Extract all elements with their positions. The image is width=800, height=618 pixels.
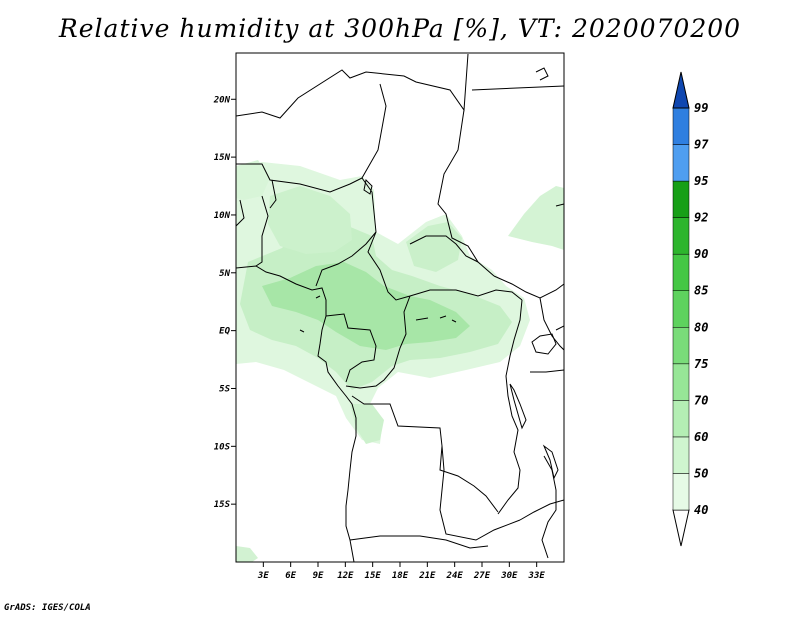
colorbar-label: 85 [694,284,708,298]
longitude-ticks: 3E 6E 9E 12E 15E 18E 21E 24E 27E 30E 33E [257,562,545,581]
lat-tick-label: 10N [214,211,231,221]
colorbar-label: 80 [694,320,708,334]
map-title: Relative humidity at 300hPa [%], VT: 202… [58,14,742,43]
coastline-gulf-of-guinea [236,265,357,562]
humidity-patch-sahel [236,160,270,200]
boundary-benin-togo [255,195,269,267]
grads-credit: GrADS: IGES/COLA [4,603,91,613]
lon-tick-label: 21E [418,571,436,581]
boundary-mali-niger [236,163,363,193]
humidity-patch-angola-coast [350,404,384,444]
boundary-cameroon-car [367,231,411,301]
humidity-patch-core [262,262,470,350]
humidity-shading [236,160,564,562]
lon-tick-label: 18E [392,571,409,581]
latitude-ticks: 20N 15N 10N 5N EQ 5S 10S 15S [213,95,236,510]
lon-tick-label: 3E [257,571,269,581]
humidity-patch-nigeria [268,186,352,254]
boundary-burkina [269,179,277,209]
lat-tick-label: 10S [214,442,231,452]
lat-tick-label: EQ [219,327,230,337]
coastline-lake-tanganyika [509,383,527,430]
boundary-tanzania [530,369,564,373]
boundary-congo-gabon [325,313,377,383]
coastline-lake-malawi [542,444,559,480]
boundary-chad-sudan [437,109,495,277]
boundary-nigeria-east [315,231,377,287]
colorbar-segment [672,180,690,218]
boundary-angola-namibia [349,535,489,549]
colorbar-segment [672,363,690,401]
colorbar-segment [672,473,690,511]
lon-tick-label: 27E [473,571,491,581]
boundary-car-south [409,289,523,301]
colorbar-label: 92 [694,211,708,225]
lon-tick-label: 12E [337,571,354,581]
colorbar-label: 75 [694,357,708,371]
colorbar-label: 60 [694,430,708,444]
lon-tick-label: 15E [365,571,382,581]
colorbar-segment [672,144,690,182]
boundary-east-frame [555,203,564,331]
lat-tick-label: 15S [214,500,231,510]
colorbar: 40 50 60 70 75 80 85 90 92 95 97 99 [672,71,709,547]
colorbar-label: 95 [694,174,708,188]
lat-tick-label: 5N [219,269,230,279]
boundary-sahara-north [236,53,469,119]
lon-tick-label: 33E [528,571,546,581]
colorbar-segment [672,436,690,474]
coastline-nile [535,67,549,81]
boundary-angola-zambia [439,445,521,541]
lat-tick-label: 20N [213,95,231,105]
colorbar-lower-arrow [672,509,690,547]
colorbar-label: 70 [694,393,708,407]
boundary-congo-drc [345,295,411,389]
colorbar-segment [672,400,690,438]
colorbar-segment [672,107,690,145]
colorbar-upper-arrow [672,71,690,109]
colorbar-segment [672,217,690,255]
coastline-lake-chad [363,178,373,195]
colorbar-segment [672,290,690,328]
boundary-uganda-kenya [539,297,564,351]
river-blobs-congo [299,295,457,333]
humidity-patch-car [406,222,462,272]
lon-tick-label: 30E [500,571,518,581]
colorbar-label: 50 [694,466,708,480]
colorbar-segment [672,327,690,365]
boundary-zambia-malawi [519,499,564,521]
boundary-drc-east [497,299,523,515]
humidity-patch-southwest [236,546,258,562]
lat-tick-label: 5S [219,384,230,394]
lon-tick-label: 24E [446,571,464,581]
boundary-south-sudan [493,275,564,299]
colorbar-label: 40 [694,503,708,517]
country-boundaries [236,53,564,562]
lon-tick-label: 6E [285,571,296,581]
lon-tick-label: 9E [313,571,324,581]
boundary-ghana [236,199,245,227]
coastline-lake-victoria [531,333,557,355]
boundary-niger-chad [361,83,387,233]
colorbar-segment [672,253,690,291]
lat-tick-label: 15N [214,153,231,163]
colorbar-label: 99 [694,101,708,115]
colorbar-label: 90 [694,247,708,261]
colorbar-label: 97 [694,138,709,152]
boundary-car-sudan [409,235,479,263]
humidity-patch-east [508,186,564,250]
boundary-libya-egypt [471,85,564,91]
